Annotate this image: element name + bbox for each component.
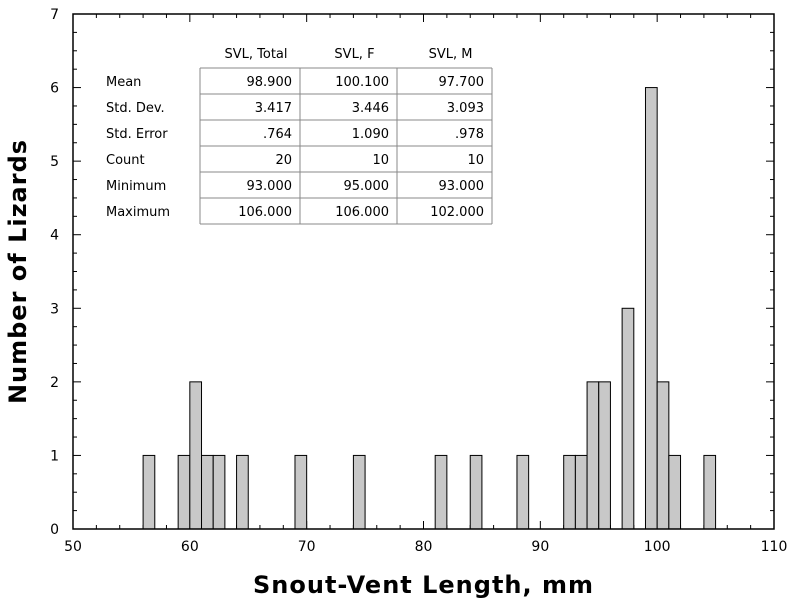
stats-row-label: Mean bbox=[106, 75, 141, 90]
x-tick-label: 100 bbox=[644, 539, 671, 555]
histogram-bar bbox=[189, 381, 203, 530]
stats-cell: 106.000 bbox=[238, 205, 292, 220]
stats-row-label: Count bbox=[106, 153, 145, 168]
x-tick-label: 50 bbox=[64, 539, 82, 555]
x-axis-label: Snout-Vent Length, mm bbox=[253, 571, 594, 599]
stats-table: SVL, Total SVL, F SVL, M Mean 98.900 100.100 9… bbox=[106, 47, 493, 225]
x-tick-label: 90 bbox=[531, 539, 549, 555]
histogram-bar bbox=[644, 87, 658, 530]
stats-cell: 106.000 bbox=[335, 205, 389, 220]
stats-column-header: SVL, F bbox=[334, 47, 374, 62]
histogram-bar bbox=[668, 454, 682, 530]
stats-cell: 3.446 bbox=[352, 101, 389, 116]
stats-cell: 93.000 bbox=[439, 179, 485, 194]
histogram-bar bbox=[236, 454, 249, 530]
y-tick-label: 2 bbox=[50, 375, 59, 391]
histogram-bar bbox=[212, 454, 226, 530]
stats-row-label: Std. Dev. bbox=[106, 101, 165, 116]
stats-column-header: SVL, M bbox=[429, 47, 473, 62]
histogram-bar bbox=[177, 454, 191, 530]
histogram-bar bbox=[563, 454, 576, 530]
x-tick-label: 110 bbox=[761, 539, 787, 555]
histogram-bar bbox=[142, 454, 156, 530]
stats-cell: .978 bbox=[455, 127, 484, 142]
stats-cell: 10 bbox=[372, 153, 389, 168]
histogram-bar bbox=[352, 454, 366, 530]
histogram-bars bbox=[142, 87, 717, 530]
y-tick-label: 5 bbox=[50, 154, 59, 170]
y-tick-label: 3 bbox=[50, 301, 59, 317]
histogram-bar bbox=[201, 454, 214, 530]
stats-column-header: SVL, Total bbox=[224, 47, 287, 62]
y-tick-label: 1 bbox=[50, 448, 59, 464]
stats-cell: 97.700 bbox=[439, 75, 485, 90]
stats-cell: 102.000 bbox=[430, 205, 484, 220]
stats-cell: 100.100 bbox=[335, 75, 389, 90]
y-axis-label: Number of Lizards bbox=[4, 139, 32, 404]
stats-cell: 20 bbox=[275, 153, 292, 168]
y-tick-labels: 0 1 2 3 4 5 6 7 bbox=[50, 7, 59, 538]
y-tick-label: 6 bbox=[50, 81, 59, 97]
histogram-bar bbox=[703, 454, 717, 530]
x-tick-label: 60 bbox=[181, 539, 199, 555]
histogram-bar bbox=[656, 381, 670, 530]
histogram-bar bbox=[586, 381, 600, 530]
y-tick-label: 7 bbox=[50, 7, 59, 23]
histogram-bar bbox=[621, 307, 635, 530]
x-tick-label: 70 bbox=[298, 539, 316, 555]
histogram-bar bbox=[516, 454, 530, 530]
histogram-bar bbox=[598, 381, 611, 530]
y-tick-label: 0 bbox=[50, 522, 59, 538]
stats-cell: 95.000 bbox=[344, 179, 390, 194]
histogram-bar bbox=[469, 454, 483, 530]
histogram-bar bbox=[574, 454, 588, 530]
histogram-bar bbox=[294, 454, 308, 530]
stats-cell: 93.000 bbox=[247, 179, 293, 194]
stats-cell: 1.090 bbox=[352, 127, 389, 142]
stats-row-label: Minimum bbox=[106, 179, 166, 194]
stats-row-label: Maximum bbox=[106, 205, 170, 220]
histogram-bar bbox=[434, 454, 448, 530]
stats-row-label: Std. Error bbox=[106, 127, 168, 142]
x-tick-labels: 50 60 70 80 90 100 110 bbox=[64, 539, 787, 555]
stats-cell: 98.900 bbox=[247, 75, 293, 90]
y-tick-label: 4 bbox=[50, 228, 59, 244]
stats-cell: .764 bbox=[263, 127, 292, 142]
x-tick-label: 80 bbox=[415, 539, 433, 555]
stats-cell: 3.093 bbox=[447, 101, 484, 116]
stats-cell: 10 bbox=[467, 153, 484, 168]
stats-cell: 3.417 bbox=[255, 101, 292, 116]
plot-frame bbox=[72, 13, 775, 530]
